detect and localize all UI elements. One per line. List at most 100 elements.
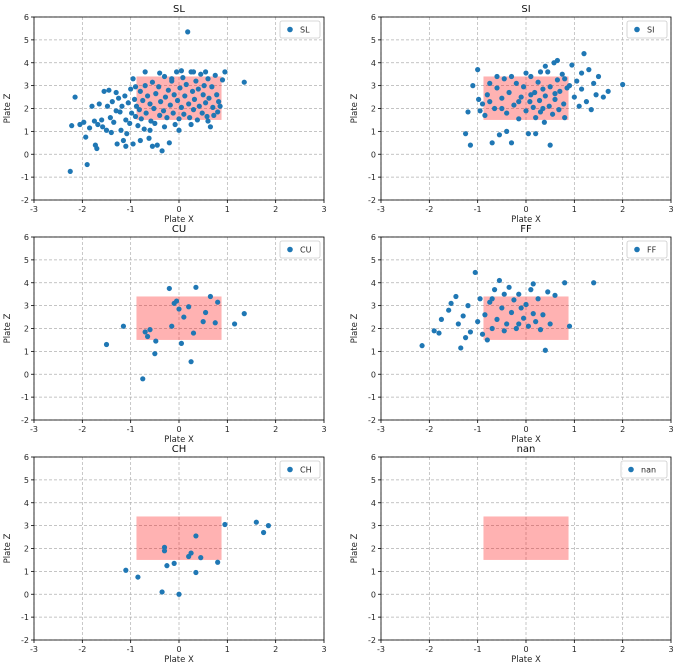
pitch-point — [129, 110, 135, 116]
pitch-point — [171, 92, 177, 98]
pitch-point — [190, 107, 197, 113]
pitch-point — [142, 329, 148, 335]
y-tick-label: 2 — [24, 105, 29, 114]
pitch-point — [200, 92, 206, 98]
x-tick-label: -3 — [30, 205, 38, 214]
y-tick-label: -1 — [368, 393, 376, 402]
pitch-point — [562, 115, 568, 121]
pitch-point — [504, 110, 510, 116]
pitch-point — [171, 560, 177, 566]
pitch-point — [479, 331, 486, 337]
pitch-point — [170, 110, 176, 116]
y-tick-label: -2 — [21, 196, 29, 205]
pitch-point — [190, 330, 197, 336]
pitch-point — [205, 76, 211, 82]
pitch-point — [202, 309, 209, 316]
pitch-point — [147, 327, 153, 333]
pitch-point — [101, 88, 107, 94]
pitch-point — [161, 73, 168, 80]
pitch-point — [556, 107, 562, 113]
pitch-point — [214, 92, 220, 98]
x-tick-label: -2 — [78, 205, 86, 214]
pitch-point — [496, 132, 503, 138]
chart-title: SI — [521, 4, 530, 15]
pitch-point — [178, 68, 185, 74]
pitch-point — [173, 298, 180, 304]
pitch-point — [188, 359, 194, 365]
y-tick-label: 4 — [371, 279, 376, 288]
x-tick-label: -1 — [127, 425, 135, 434]
strike-zone-rect — [483, 516, 569, 560]
y-tick-label: 1 — [371, 567, 376, 576]
pitch-point — [207, 124, 214, 130]
pitch-point — [198, 71, 204, 77]
pitch-point — [94, 145, 100, 152]
pitch-point — [530, 281, 536, 287]
pitch-point — [487, 99, 493, 105]
pitch-point — [535, 79, 541, 85]
pitch-point — [69, 123, 75, 129]
pitch-point — [130, 141, 136, 147]
pitch-point — [460, 313, 466, 319]
y-tick-label: 3 — [371, 82, 376, 91]
pitch-point — [123, 567, 129, 573]
pitch-point — [137, 88, 143, 94]
y-axis-label: Plate Z — [350, 533, 360, 563]
pitch-point — [200, 319, 206, 325]
x-tick-label: 0 — [523, 205, 528, 214]
pitch-point — [210, 104, 216, 110]
x-tick-label: -3 — [377, 205, 385, 214]
pitch-point — [523, 108, 529, 114]
pitch-point — [499, 95, 505, 101]
pitch-point — [518, 305, 524, 311]
x-axis-label: Plate X — [511, 435, 541, 445]
y-tick-label: -2 — [21, 636, 29, 645]
axes-frame — [380, 236, 672, 421]
legend-marker — [287, 466, 293, 473]
pitch-point — [494, 85, 500, 91]
pitch-point — [193, 284, 199, 290]
legend-label: CH — [300, 466, 312, 475]
pitch-point — [172, 121, 178, 128]
pitch-point — [491, 105, 498, 112]
y-tick-label: 2 — [371, 545, 376, 554]
pitch-point — [547, 142, 553, 148]
pitch-point — [178, 104, 185, 110]
pitch-point — [528, 287, 534, 293]
pitch-point — [176, 306, 182, 312]
pitch-point — [436, 330, 442, 336]
pitch-point — [81, 119, 87, 125]
y-tick-label: 4 — [371, 499, 376, 508]
pitch-point — [475, 319, 481, 325]
pitch-point — [140, 97, 146, 104]
pitch-point — [180, 75, 186, 81]
x-tick-label: 1 — [572, 425, 577, 434]
pitch-point — [446, 307, 452, 313]
pitch-point — [536, 97, 543, 104]
x-tick-label: 2 — [620, 425, 625, 434]
pitch-point — [462, 131, 469, 137]
pitch-point — [260, 529, 267, 536]
pitch-point — [140, 376, 146, 382]
pitch-point — [148, 118, 154, 124]
pitch-point — [159, 589, 165, 595]
y-tick-label: 5 — [24, 256, 29, 265]
pitch-point — [576, 103, 582, 109]
pitch-point — [499, 105, 505, 112]
x-tick-label: 2 — [620, 645, 625, 654]
pitch-point — [516, 116, 522, 122]
x-tick-label: 2 — [273, 205, 278, 214]
pitch-point — [557, 88, 563, 94]
pitch-point — [511, 297, 517, 303]
pitch-point — [516, 321, 522, 327]
x-tick-label: -2 — [425, 425, 433, 434]
pitch-point — [489, 140, 495, 146]
pitch-point — [241, 311, 247, 317]
pitch-point — [149, 79, 156, 85]
pitch-point — [138, 116, 144, 122]
pitch-point — [156, 84, 162, 90]
y-tick-label: -1 — [368, 173, 376, 182]
y-axis-label: Plate Z — [3, 533, 13, 563]
x-tick-label: -2 — [78, 425, 86, 434]
